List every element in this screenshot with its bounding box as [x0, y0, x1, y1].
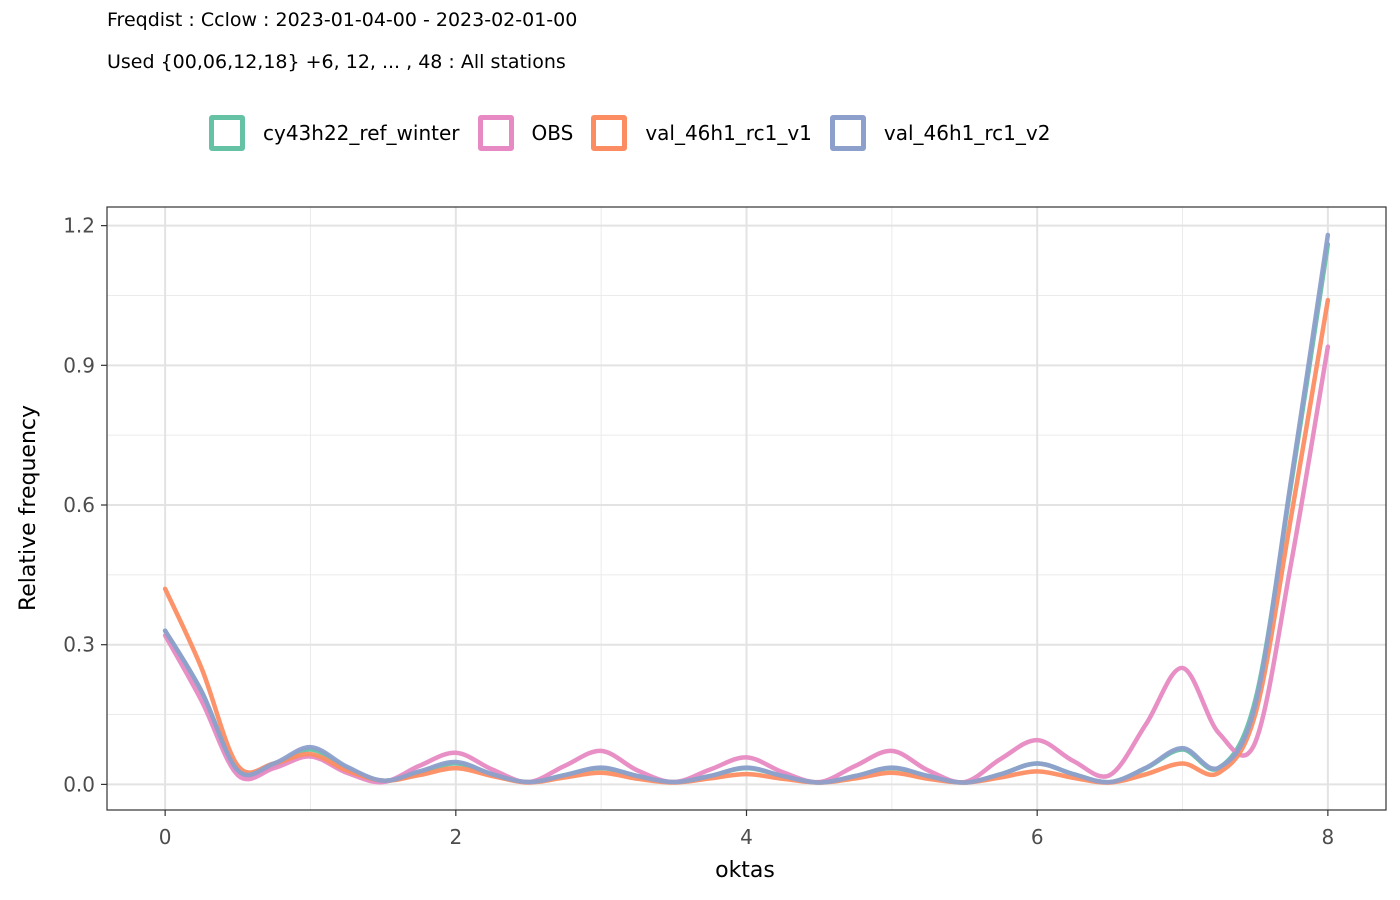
legend-label-cy43h22-ref-winter: cy43h22_ref_winter [263, 121, 460, 145]
legend-key-cy43h22-ref-winter [209, 115, 245, 151]
legend-item-val-46h1-rc1-v1[interactable]: val_46h1_rc1_v1 [591, 115, 812, 151]
legend-item-obs[interactable]: OBS [477, 115, 574, 151]
y-tick-label: 1.2 [63, 214, 95, 238]
y-tick-label: 0.9 [63, 353, 95, 377]
y-axis-label: Relative frequency [16, 405, 41, 611]
series-line-obs [162, 344, 1331, 785]
grid-major [107, 207, 1386, 810]
y-tick-label: 0.3 [63, 633, 95, 657]
legend-label-val-46h1-rc1-v2: val_46h1_rc1_v2 [883, 121, 1051, 145]
x-axis-label: oktas [715, 858, 775, 883]
x-tick-label: 0 [159, 825, 172, 849]
chart-subtitle: Used {00,06,12,18} +6, 12, ... , 48 : Al… [107, 51, 566, 73]
y-tick-label: 0.0 [63, 772, 95, 796]
legend-label-val-46h1-rc1-v1: val_46h1_rc1_v1 [645, 121, 812, 145]
x-tick-label: 6 [1031, 825, 1044, 849]
chart-title: Freqdist : Cclow : 2023-01-04-00 - 2023-… [107, 9, 578, 31]
legend-key-obs [477, 115, 514, 151]
x-tick-label: 2 [449, 825, 462, 849]
y-tick-label: 0.6 [63, 493, 95, 517]
series-line-val-46h1-rc1-v1 [162, 297, 1331, 785]
series-layer [162, 232, 1331, 785]
legend-key-val-46h1-rc1-v1 [591, 115, 628, 151]
x-tick-label: 4 [740, 825, 753, 849]
legend-item-val-46h1-rc1-v2[interactable]: val_46h1_rc1_v2 [829, 115, 1051, 151]
series-line-val-46h1-rc1-v2 [162, 232, 1331, 785]
x-axis: 0 2 4 6 8 [159, 810, 1334, 849]
legend-item-cy43h22-ref-winter[interactable]: cy43h22_ref_winter [209, 115, 460, 151]
x-tick-label: 8 [1321, 825, 1334, 849]
y-axis: 0.0 0.3 0.6 0.9 1.2 [63, 214, 107, 796]
legend-label-obs: OBS [531, 121, 574, 145]
legend-key-val-46h1-rc1-v2 [829, 115, 866, 151]
legend: cy43h22_ref_winter OBS val_46h1_rc1_v1 v… [209, 115, 1068, 151]
